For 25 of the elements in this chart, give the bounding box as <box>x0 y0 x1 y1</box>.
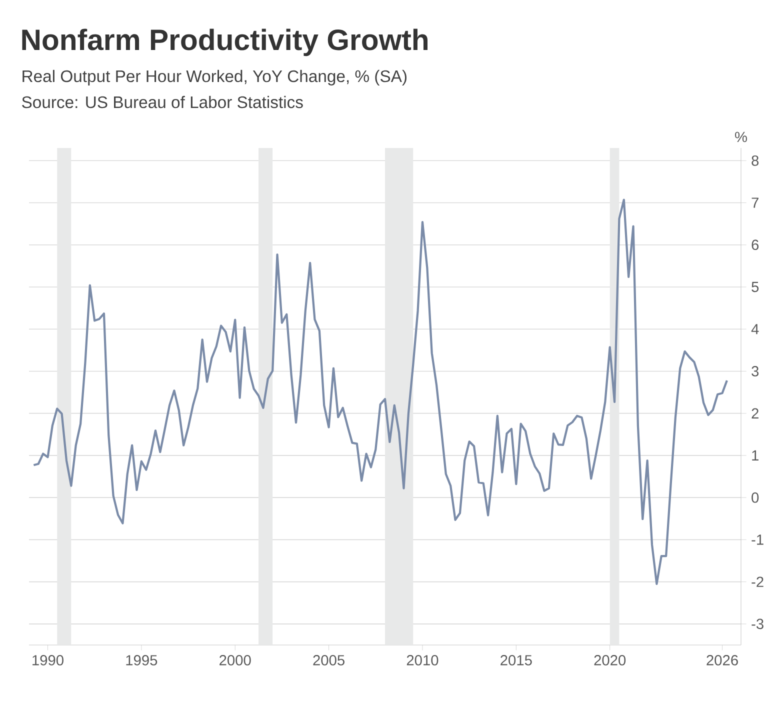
x-tick-label: 2010 <box>406 655 438 666</box>
y-tick-label: 7 <box>752 198 758 208</box>
x-tick-label: 2000 <box>220 655 251 666</box>
y-axis-title: % <box>735 132 747 142</box>
chart-subtitle: Real Output Per Hour Worked, YoY Change, % (SA) <box>22 70 406 86</box>
y-tick-label: 3 <box>752 366 759 376</box>
x-tick-label: 2020 <box>594 655 626 666</box>
x-tick-label: 2005 <box>313 655 344 666</box>
x-tick-label: 2026 <box>706 655 738 666</box>
y-tick-label: -1 <box>752 534 764 545</box>
x-tick-label: 1990 <box>32 655 64 666</box>
y-tick-label: 5 <box>752 282 759 292</box>
x-tick-label: 2015 <box>500 655 532 666</box>
y-tick-label: 1 <box>752 450 758 460</box>
y-tick-label: -2 <box>752 576 764 587</box>
line-series <box>32 198 728 585</box>
y-tick-label: 2 <box>752 408 758 418</box>
y-tick-label: 0 <box>752 492 759 503</box>
chart-title: Nonfarm Productivity Growth <box>22 28 428 56</box>
y-tick-label: 8 <box>752 155 759 166</box>
source-note: Source: US Bureau of Labor Statistics <box>22 96 303 108</box>
x-tick-label: 1995 <box>126 655 158 666</box>
y-tick-label: 6 <box>752 240 759 250</box>
y-tick-label: 4 <box>751 324 759 334</box>
y-tick-label: -3 <box>752 618 764 630</box>
